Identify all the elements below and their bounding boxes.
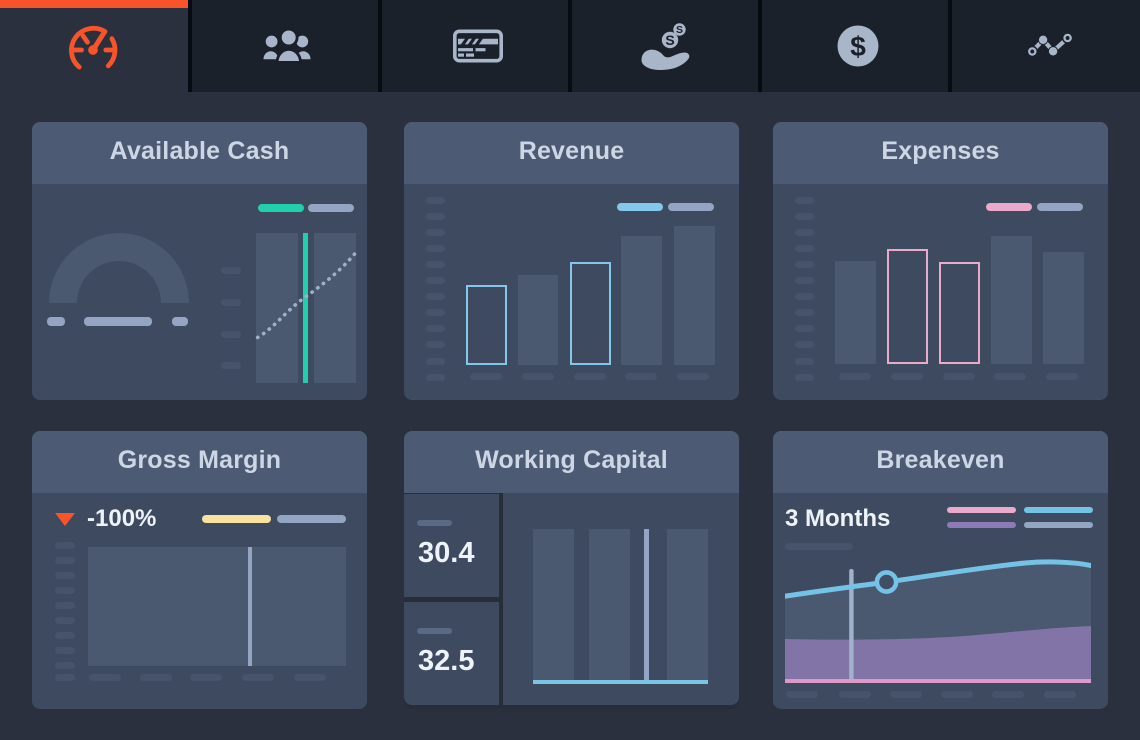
svg-text:S: S [665,32,674,48]
svg-text:$: $ [850,31,866,62]
svg-text:S: S [676,24,683,36]
